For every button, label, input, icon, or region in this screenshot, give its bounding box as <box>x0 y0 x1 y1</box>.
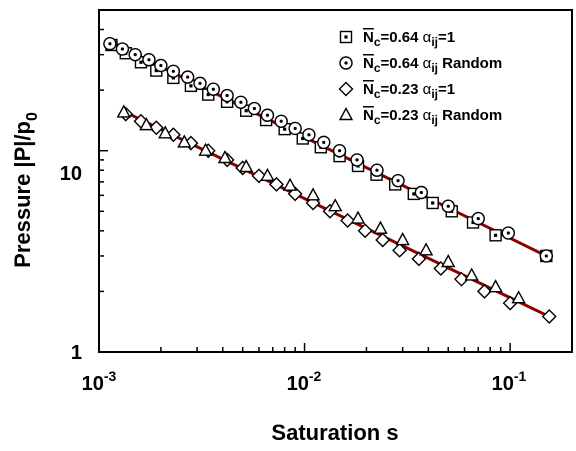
series-1-point-19 <box>370 163 384 177</box>
series-3-point-1 <box>139 117 154 131</box>
legend-marker-1 <box>339 56 353 70</box>
series-3-point-12 <box>373 220 388 234</box>
series-1-point-6 <box>180 70 195 84</box>
series-1-point-5 <box>166 64 181 78</box>
series-2-point-15 <box>375 232 391 248</box>
series-1-point-9 <box>220 88 234 103</box>
legend-marker-2 <box>338 81 354 97</box>
series-3-point-13 <box>395 232 410 246</box>
series-1-point-17 <box>332 144 347 158</box>
x-tick-label-0: 10-3 <box>82 368 117 395</box>
series-1-point-4 <box>154 58 168 73</box>
series-1-point-0 <box>103 37 117 51</box>
svg-text:1: 1 <box>71 342 82 364</box>
series-3-point-14 <box>418 242 434 256</box>
series-3-point-8 <box>282 177 298 191</box>
series-3-point-3 <box>177 134 192 148</box>
axis-ticks <box>98 9 573 353</box>
y-axis-title: Pressure |P|/p0 <box>10 112 41 268</box>
series-1-point-10 <box>234 95 248 109</box>
series-3-point-11 <box>350 210 366 224</box>
series-3-point-4 <box>198 142 213 156</box>
svg-text:10-2: 10-2 <box>287 368 322 395</box>
series-1-point-11 <box>247 101 262 116</box>
y-tick-label-1: 1 <box>71 342 82 364</box>
series-2-point-16 <box>392 242 408 258</box>
series-3-point-16 <box>464 267 479 281</box>
series-1-point-23 <box>471 211 485 226</box>
series-1-point-7 <box>193 76 207 91</box>
legend-label-1: Nc=0.64 αij Random <box>363 55 502 75</box>
svg-text:10-1: 10-1 <box>492 368 527 395</box>
series-1-point-20 <box>391 173 405 188</box>
series-0-point-21 <box>489 229 502 242</box>
series-1-point-12 <box>260 108 275 122</box>
plot-frame <box>98 9 573 353</box>
series-1-point-25 <box>539 249 554 263</box>
legend-marker-3 <box>338 107 354 121</box>
series-1-point-16 <box>317 135 331 150</box>
series-3-point-5 <box>217 150 233 164</box>
series-3-point-15 <box>441 254 456 268</box>
svg-text:10-3: 10-3 <box>82 368 117 395</box>
series-1-point-13 <box>274 114 288 128</box>
legend-label-2: Nc=0.23 αij=1 <box>363 81 455 101</box>
svg-text:10: 10 <box>60 163 82 185</box>
series-1-point-21 <box>414 185 429 200</box>
series-1-point-22 <box>441 199 455 213</box>
series-2-point-22 <box>541 309 557 325</box>
legend-label-3: Nc=0.23 αij Random <box>363 107 502 127</box>
series-1-point-15 <box>302 128 316 142</box>
series-3-point-9 <box>305 187 321 201</box>
series-2-point-19 <box>454 271 469 287</box>
series-1-point-14 <box>288 121 302 136</box>
series-3-point-0 <box>116 104 131 118</box>
series-3-point-17 <box>488 279 503 293</box>
fit-line-1 <box>125 111 550 318</box>
x-tick-label-2: 10-1 <box>492 368 527 395</box>
series-1-point-18 <box>350 153 364 167</box>
series-1-point-1 <box>115 42 130 56</box>
series-3-point-18 <box>511 290 526 304</box>
legend-label-0: Nc=0.64 αij=1 <box>363 29 455 49</box>
series-2-point-9 <box>268 176 284 192</box>
legend-marker-0 <box>339 30 353 44</box>
series-3-point-2 <box>158 125 173 139</box>
series-2-point-17 <box>411 251 427 267</box>
legend: Nc=0.64 αij=1 Nc=0.64 αij Random Nc=0.23 α… <box>338 29 502 127</box>
series-2-point-14 <box>357 223 373 239</box>
series-1-point-3 <box>142 53 156 67</box>
series-0-point-18 <box>426 196 439 210</box>
series-1-point-2 <box>128 47 142 62</box>
series-3-point-7 <box>260 167 275 182</box>
series-1-point-24 <box>501 226 516 240</box>
series-2-point-2 <box>148 120 164 136</box>
y-tick-label-10: 10 <box>60 163 82 185</box>
series-3-point-10 <box>328 198 343 212</box>
series-2-point-20 <box>476 283 492 299</box>
series-1-point-8 <box>206 82 221 96</box>
series-3-point-6 <box>239 159 254 173</box>
x-axis-title: Saturation s <box>271 420 398 445</box>
data-markers <box>103 37 557 325</box>
x-tick-label-1: 10-2 <box>287 368 322 395</box>
